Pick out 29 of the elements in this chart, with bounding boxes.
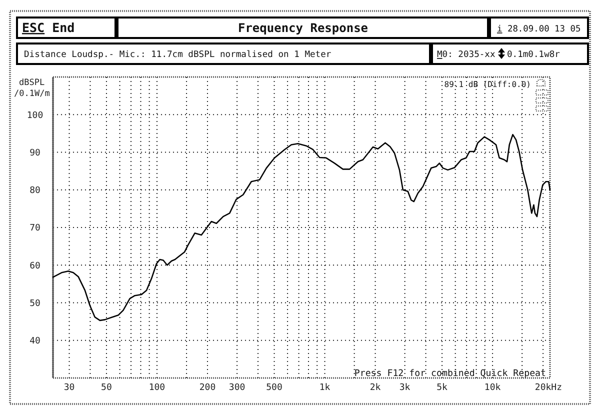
chart-title: Frequency Response: [238, 21, 368, 35]
annotation: 89.1 dB (Diff:0.0): [444, 80, 531, 89]
x-tick-label: 500: [266, 383, 282, 393]
text: ESC End: [22, 20, 75, 35]
x-tick-label: 300: [228, 383, 246, 393]
x-tick-label: 2k: [370, 383, 382, 393]
text: 0.1m0.1w8r: [507, 50, 560, 60]
x-tick-label: 200: [199, 383, 216, 393]
annotation: Press F12 for combined Quick Repeat: [354, 369, 546, 379]
x-tick-label: 20k: [534, 383, 552, 393]
x-tick-label: 1k: [319, 383, 331, 393]
y-tick-label: 90: [30, 148, 40, 158]
text: i 28.09.00 13 05: [497, 24, 581, 34]
x-tick-label: 5k: [436, 383, 448, 393]
y-tick-label: 100: [26, 110, 44, 121]
x-tick-label: 50: [101, 383, 112, 393]
y-tick-label: 50: [30, 298, 40, 309]
x-tick-label: 100: [148, 383, 166, 393]
y-tick-label: 80: [30, 186, 40, 196]
x-tick-label: 3k: [399, 383, 411, 393]
y-axis-title: dBSPL /0.1W/m: [14, 78, 50, 99]
y-tick-label: 60: [30, 261, 40, 272]
x-tick-label: 30: [64, 383, 75, 393]
chart-subtitle: Distance Loudsp.- Mic.: 11.7cm dBSPL normalised on 1 Meter: [24, 50, 332, 60]
x-axis-title: Hz: [551, 383, 562, 393]
x-tick-label: 10k: [484, 383, 502, 393]
y-tick-label: 70: [30, 224, 40, 234]
y-tick-label: 40: [30, 336, 40, 347]
text: M0: 2035-xx: [437, 50, 496, 60]
